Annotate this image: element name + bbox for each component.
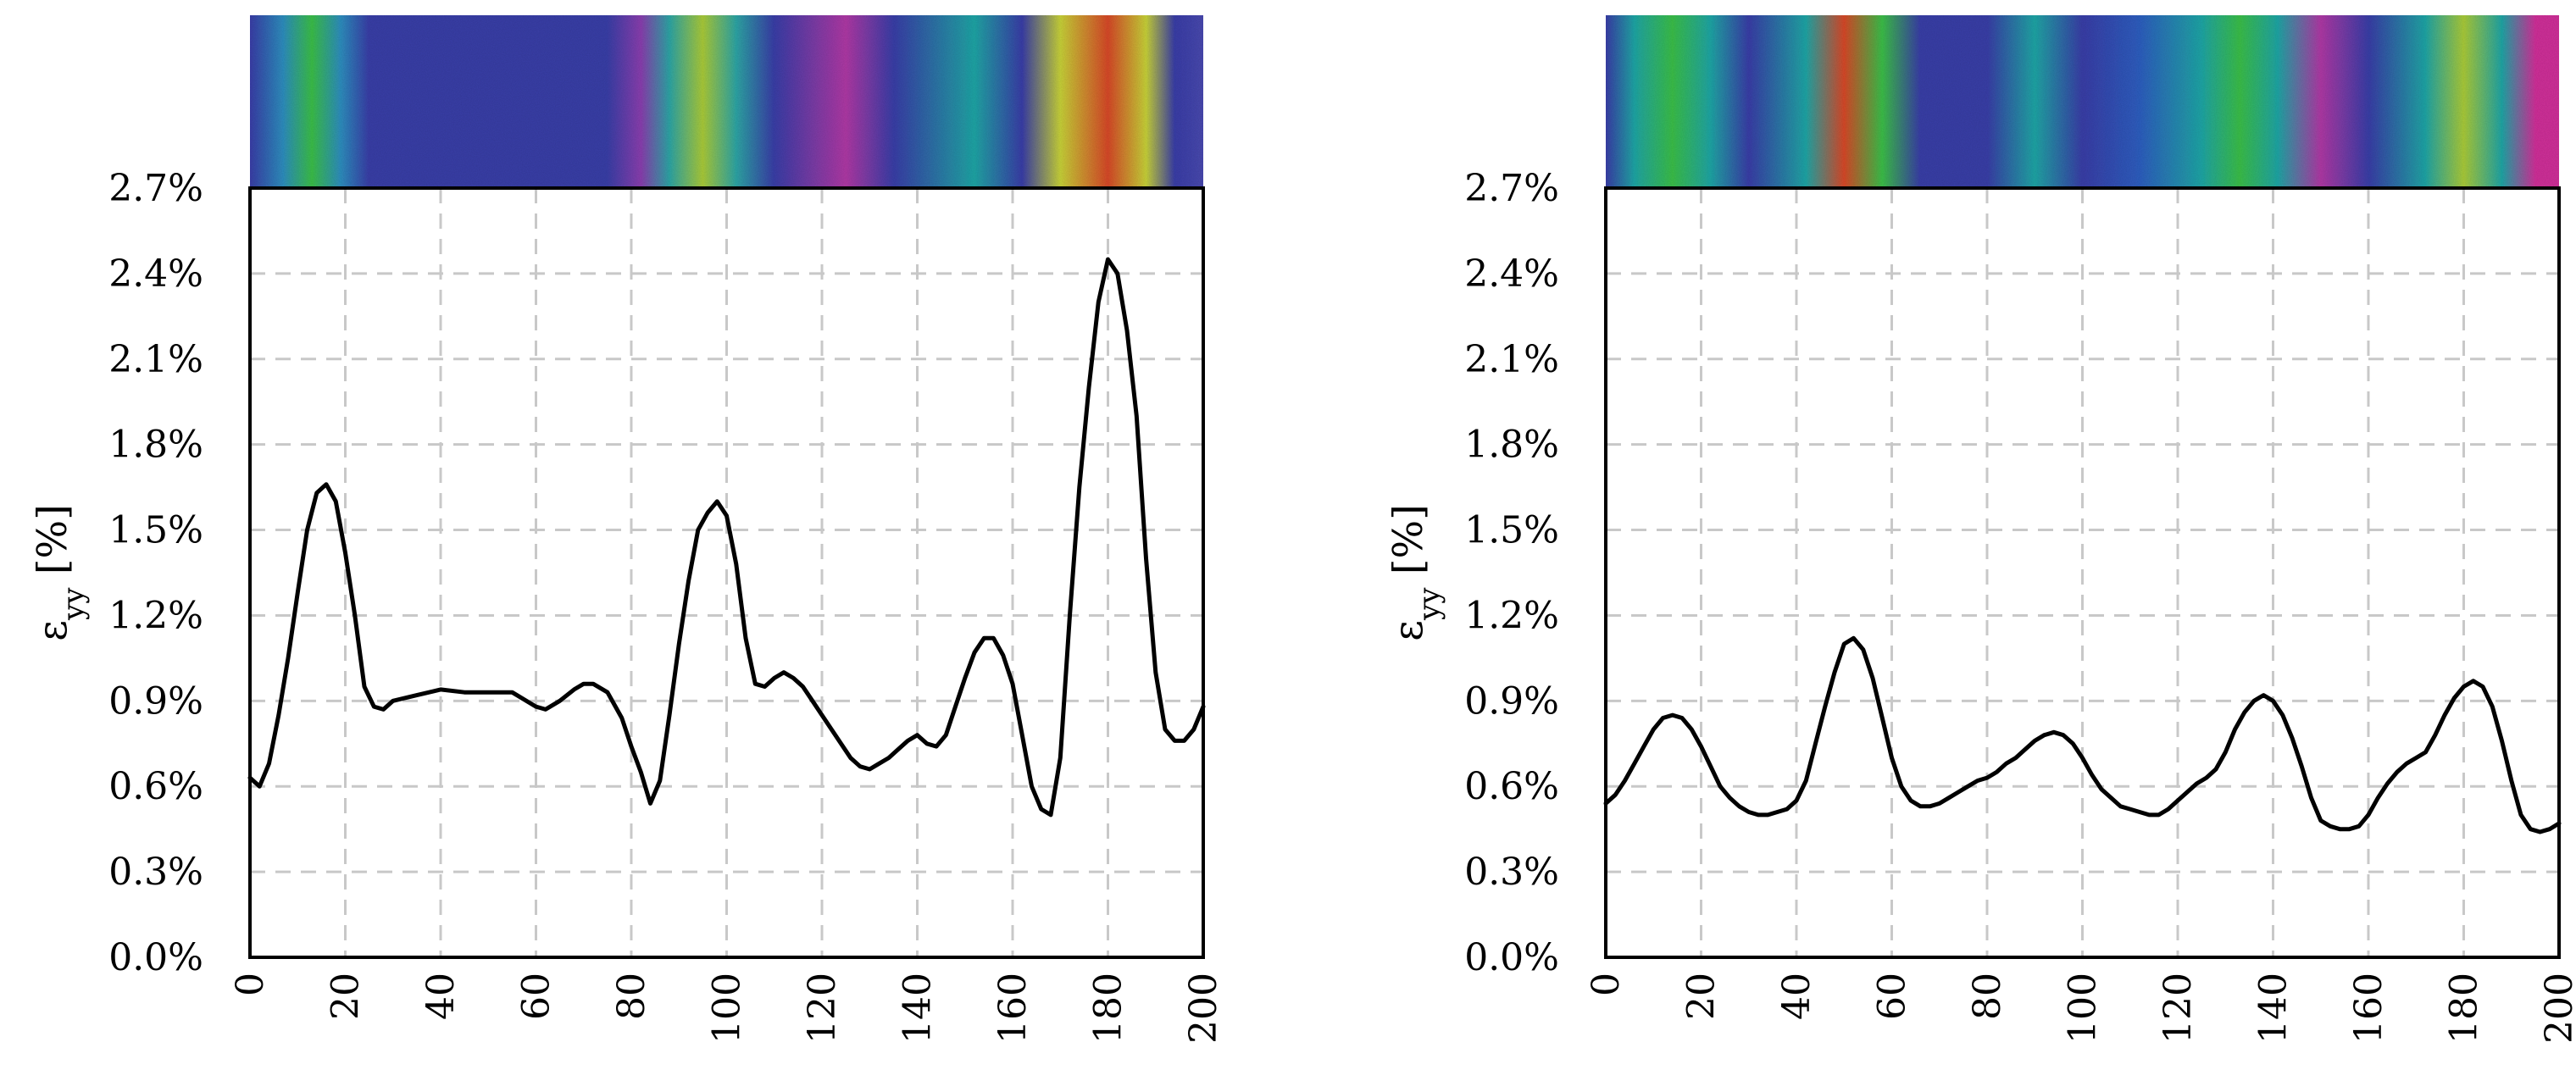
y-tick-label: 2.7%	[108, 167, 203, 210]
y-tick-label: 1.5%	[108, 509, 203, 552]
plot-frame	[1604, 186, 2561, 959]
y-axis-unit: [%]	[1385, 504, 1432, 587]
y-tick-label: 1.2%	[1464, 594, 1559, 637]
y-axis-label: εyy [%]	[29, 504, 91, 641]
chart-panel-right: 0.0% 0.3% 0.6% 0.9% 1.2% 1.5% 1.8% 2.1% 2.4% 2.7%…	[1385, 15, 2576, 1044]
y-tick-label: 1.8%	[108, 424, 203, 467]
y-axis-label: εyy [%]	[1385, 504, 1446, 641]
series-line	[247, 257, 1206, 818]
x-tick-label: 140	[897, 973, 940, 1044]
y-tick-label: 0.9%	[1464, 679, 1559, 723]
y-tick-label: 1.2%	[108, 594, 203, 637]
x-tick-label: 20	[325, 973, 368, 1020]
strain-field-image	[1606, 15, 2559, 188]
y-tick-label: 1.5%	[1464, 509, 1559, 552]
x-tick-label: 180	[2443, 973, 2486, 1044]
y-axis-symbol: ε	[29, 620, 76, 641]
plot-frame	[248, 186, 1205, 959]
x-tick-label: 40	[1775, 973, 1818, 1020]
x-tick-label: 60	[1871, 973, 1914, 1020]
x-tick-label: 80	[610, 973, 653, 1020]
x-tick-label: 200	[1182, 973, 1225, 1044]
x-tick-label: 80	[1966, 973, 2009, 1020]
x-tick-label: 0	[229, 973, 272, 996]
x-tick-label: 100	[2062, 973, 2105, 1044]
x-tick-label: 0	[1585, 973, 1628, 996]
chart-panel-left: 0.0% 0.3% 0.6% 0.9% 1.2% 1.5% 1.8% 2.1% 2.4% 2.7%…	[29, 15, 1225, 1044]
y-axis-subscript: yy	[1413, 587, 1446, 621]
y-axis-symbol: ε	[1385, 620, 1432, 641]
y-tick-label: 0.3%	[1464, 851, 1559, 894]
y-tick-label: 0.6%	[108, 765, 203, 808]
y-tick-label: 2.1%	[108, 338, 203, 381]
x-tick-label: 120	[801, 973, 844, 1044]
x-tick-label: 40	[419, 973, 463, 1020]
y-tick-label: 0.9%	[108, 679, 203, 723]
y-tick-label: 2.7%	[1464, 167, 1559, 210]
x-tick-label: 160	[2347, 973, 2390, 1044]
x-tick-label: 20	[1680, 973, 1724, 1020]
x-tick-label: 60	[515, 973, 558, 1020]
x-tick-label: 180	[1087, 973, 1130, 1044]
y-tick-label: 1.8%	[1464, 424, 1559, 467]
y-tick-label: 0.0%	[1464, 936, 1559, 979]
x-tick-label: 100	[706, 973, 749, 1044]
y-tick-label: 2.1%	[1464, 338, 1559, 381]
y-axis-unit: [%]	[29, 504, 76, 587]
y-tick-label: 0.3%	[108, 851, 203, 894]
y-tick-label: 0.0%	[108, 936, 203, 979]
y-axis-subscript: yy	[57, 587, 91, 621]
series-line	[1603, 635, 2562, 834]
x-tick-label: 200	[2538, 973, 2576, 1044]
x-tick-label: 140	[2252, 973, 2296, 1044]
y-tick-label: 0.6%	[1464, 765, 1559, 808]
x-tick-label: 160	[991, 973, 1035, 1044]
y-tick-label: 2.4%	[1464, 252, 1559, 296]
y-tick-label: 2.4%	[108, 252, 203, 296]
strain-field-image	[250, 15, 1203, 188]
x-tick-label: 120	[2157, 973, 2200, 1044]
